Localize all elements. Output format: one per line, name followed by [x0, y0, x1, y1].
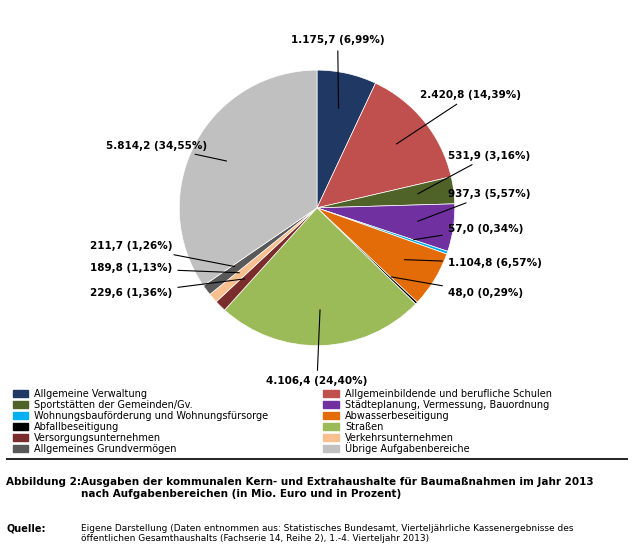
- FancyBboxPatch shape: [323, 423, 339, 430]
- Text: 937,3 (5,57%): 937,3 (5,57%): [418, 189, 531, 222]
- Text: Übrige Aufgabenbereiche: Übrige Aufgabenbereiche: [345, 443, 470, 455]
- Text: 1.175,7 (6,99%): 1.175,7 (6,99%): [291, 36, 384, 108]
- Text: Städteplanung, Vermessung, Bauordnung: Städteplanung, Vermessung, Bauordnung: [345, 400, 549, 410]
- Wedge shape: [210, 208, 317, 302]
- Text: Wohnungsbauförderung und Wohnungsfürsorge: Wohnungsbauförderung und Wohnungsfürsorg…: [34, 411, 268, 421]
- Wedge shape: [317, 208, 447, 302]
- FancyBboxPatch shape: [13, 445, 28, 452]
- Text: Eigene Darstellung (Daten entnommen aus: Statistisches Bundesamt, Vierteljährlic: Eigene Darstellung (Daten entnommen aus:…: [81, 524, 573, 543]
- FancyBboxPatch shape: [13, 401, 28, 409]
- Text: Quelle:: Quelle:: [6, 524, 46, 534]
- Text: 5.814,2 (34,55%): 5.814,2 (34,55%): [106, 141, 226, 161]
- Text: Ausgaben der kommunalen Kern- und Extrahaushalte für Baumaßnahmen im Jahr 2013
n: Ausgaben der kommunalen Kern- und Extrah…: [81, 477, 593, 499]
- Text: 57,0 (0,34%): 57,0 (0,34%): [413, 224, 523, 240]
- FancyBboxPatch shape: [13, 423, 28, 430]
- FancyBboxPatch shape: [323, 401, 339, 409]
- Text: 531,9 (3,16%): 531,9 (3,16%): [418, 150, 530, 194]
- Text: Allgemeinbildende und berufliche Schulen: Allgemeinbildende und berufliche Schulen: [345, 389, 552, 399]
- Text: Straßen: Straßen: [345, 422, 384, 432]
- Text: 189,8 (1,13%): 189,8 (1,13%): [90, 264, 239, 274]
- Text: 1.104,8 (6,57%): 1.104,8 (6,57%): [404, 258, 541, 268]
- Text: 48,0 (0,29%): 48,0 (0,29%): [391, 277, 523, 298]
- FancyBboxPatch shape: [323, 434, 339, 441]
- Text: Versorgungsunternehmen: Versorgungsunternehmen: [34, 433, 162, 443]
- Text: 229,6 (1,36%): 229,6 (1,36%): [90, 279, 245, 298]
- FancyBboxPatch shape: [323, 412, 339, 420]
- Text: 211,7 (1,26%): 211,7 (1,26%): [90, 241, 235, 266]
- Wedge shape: [179, 70, 317, 286]
- Text: Abbildung 2:: Abbildung 2:: [6, 477, 81, 487]
- Wedge shape: [317, 177, 455, 208]
- Text: Sportstätten der Gemeinden/Gv.: Sportstätten der Gemeinden/Gv.: [34, 400, 193, 410]
- FancyBboxPatch shape: [13, 390, 28, 398]
- Text: Verkehrsunternehmen: Verkehrsunternehmen: [345, 433, 454, 443]
- Text: 4.106,4 (24,40%): 4.106,4 (24,40%): [266, 310, 368, 386]
- Wedge shape: [224, 208, 416, 346]
- Text: Allgemeines Grundvermögen: Allgemeines Grundvermögen: [34, 444, 177, 453]
- Text: Abwasserbeseitigung: Abwasserbeseitigung: [345, 411, 450, 421]
- Wedge shape: [317, 83, 451, 208]
- Text: Allgemeine Verwaltung: Allgemeine Verwaltung: [34, 389, 147, 399]
- Wedge shape: [317, 70, 375, 208]
- FancyBboxPatch shape: [323, 445, 339, 452]
- Wedge shape: [317, 204, 455, 251]
- Text: Abfallbeseitigung: Abfallbeseitigung: [34, 422, 120, 432]
- Wedge shape: [216, 208, 317, 310]
- FancyBboxPatch shape: [13, 412, 28, 420]
- Wedge shape: [317, 208, 417, 304]
- Text: 2.420,8 (14,39%): 2.420,8 (14,39%): [396, 90, 521, 144]
- Wedge shape: [204, 208, 317, 294]
- FancyBboxPatch shape: [323, 390, 339, 398]
- FancyBboxPatch shape: [13, 434, 28, 441]
- Wedge shape: [317, 208, 448, 254]
